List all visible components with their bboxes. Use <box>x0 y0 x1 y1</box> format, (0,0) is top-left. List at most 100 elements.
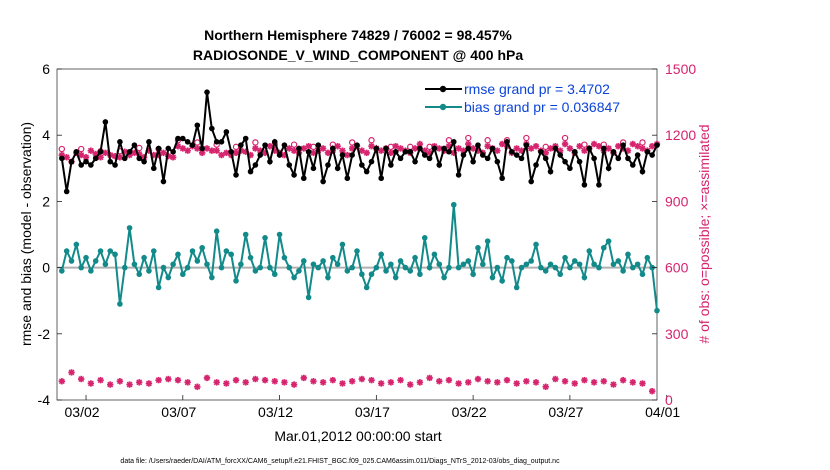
obs-lower-marker <box>232 376 240 384</box>
rmse-point <box>480 152 486 158</box>
bias-point <box>359 271 365 278</box>
bias-point <box>150 248 157 254</box>
bias-point <box>291 274 297 281</box>
rmse-point <box>233 172 239 178</box>
rmse-point <box>417 145 423 152</box>
bias-point <box>538 264 544 271</box>
obs-assimilated-marker <box>319 145 327 152</box>
bias-point <box>107 248 114 254</box>
rmse-point <box>581 182 588 188</box>
bias-point <box>436 261 443 268</box>
obs-assimilated-marker <box>169 154 177 161</box>
bias-point <box>591 261 597 268</box>
bias-point <box>533 241 539 248</box>
bias-point <box>542 268 549 274</box>
rmse-point <box>576 158 583 165</box>
rmse-point <box>146 139 152 145</box>
data-file-footer: data file: /Users/raeder/DAI/ATM_forcXX/… <box>120 458 560 465</box>
obs-assimilated-marker <box>498 140 506 148</box>
rmse-point <box>247 168 254 175</box>
rmse-point <box>165 145 172 152</box>
bias-point <box>155 284 162 291</box>
obs-assimilated-marker <box>116 154 124 161</box>
bias-point <box>446 264 452 271</box>
rmse-point <box>242 135 249 142</box>
rmse-point <box>513 152 520 158</box>
rmse-point <box>368 158 375 165</box>
bias-point <box>257 264 264 271</box>
rmse-point <box>330 145 336 152</box>
bias-point <box>630 264 636 271</box>
bias-point <box>431 251 438 258</box>
bias-point <box>504 254 510 261</box>
obs-lower-marker <box>213 379 220 386</box>
bias-point <box>426 264 433 271</box>
obs-assimilated-marker <box>561 140 569 148</box>
rmse-point <box>310 165 317 172</box>
obs-assimilated-marker <box>484 143 491 150</box>
bias-point <box>112 251 118 258</box>
bias-point <box>334 261 341 268</box>
bias-point <box>494 264 501 271</box>
obs-lower-marker <box>648 387 656 395</box>
rmse-point <box>446 148 452 155</box>
rmse-point <box>349 152 355 158</box>
obs-assimilated-marker <box>411 145 419 152</box>
rmse-point <box>392 148 399 155</box>
obs-lower-marker <box>87 380 95 387</box>
rmse-point <box>441 145 447 152</box>
bias-point <box>475 244 481 251</box>
chart-title-line2: RADIOSONDE_V_WIND_COMPONENT @ 400 hPa <box>193 47 523 63</box>
bias-point <box>325 274 331 281</box>
rmse-point <box>92 155 99 162</box>
bias-point <box>136 271 143 278</box>
x-tick-label: 03/27 <box>548 404 583 420</box>
y-right-tick-label: 600 <box>665 260 689 276</box>
axes-layer: 03/02 03/07 03/12 03/17 03/22 03/27 04/01 -4 -2 0… <box>38 61 697 420</box>
legend-bias-marker <box>439 103 447 111</box>
rmse-point <box>562 158 568 165</box>
obs-lower-marker <box>223 380 230 387</box>
bias-point <box>528 258 534 264</box>
bias-point <box>228 251 234 258</box>
bias-point <box>262 235 268 241</box>
obs-assimilated-marker <box>184 147 191 154</box>
bias-point <box>484 238 491 244</box>
bias-point <box>383 268 389 274</box>
obs-lower-marker <box>436 378 443 385</box>
bias-point <box>480 261 486 268</box>
bias-point <box>271 271 278 278</box>
bias-point <box>310 261 317 268</box>
rmse-point <box>276 152 283 158</box>
obs-lower-marker <box>107 381 114 388</box>
y-right-tick-label: 1200 <box>665 127 696 143</box>
bias-point <box>126 225 133 231</box>
rmse-point <box>194 122 201 129</box>
bias-point <box>296 268 302 274</box>
x-tick-label: 04/01 <box>645 404 680 420</box>
rmse-point <box>121 155 128 162</box>
obs-lower-marker <box>281 379 288 386</box>
rmse-point <box>112 162 118 168</box>
obs-lower-marker <box>329 376 337 384</box>
rmse-point <box>431 145 438 152</box>
bias-point <box>654 307 660 314</box>
bias-point <box>276 231 283 238</box>
rmse-point <box>107 158 114 165</box>
rmse-point <box>257 152 264 158</box>
rmse-point <box>499 175 505 182</box>
obs-assimilated-marker <box>590 140 598 148</box>
obs-lower-marker <box>581 376 588 384</box>
obs-assimilated-marker <box>97 154 104 161</box>
obs-lower-marker <box>339 380 346 387</box>
bias-point <box>305 294 312 301</box>
bias-point <box>368 271 375 278</box>
bias-point <box>470 271 476 278</box>
obs-lower-marker <box>387 379 395 386</box>
bias-point <box>315 264 322 271</box>
bias-point <box>571 258 578 264</box>
rmse-point <box>184 139 191 145</box>
rmse-point <box>639 168 646 175</box>
bias-point <box>581 274 588 281</box>
obs-assimilated-marker <box>63 154 70 161</box>
